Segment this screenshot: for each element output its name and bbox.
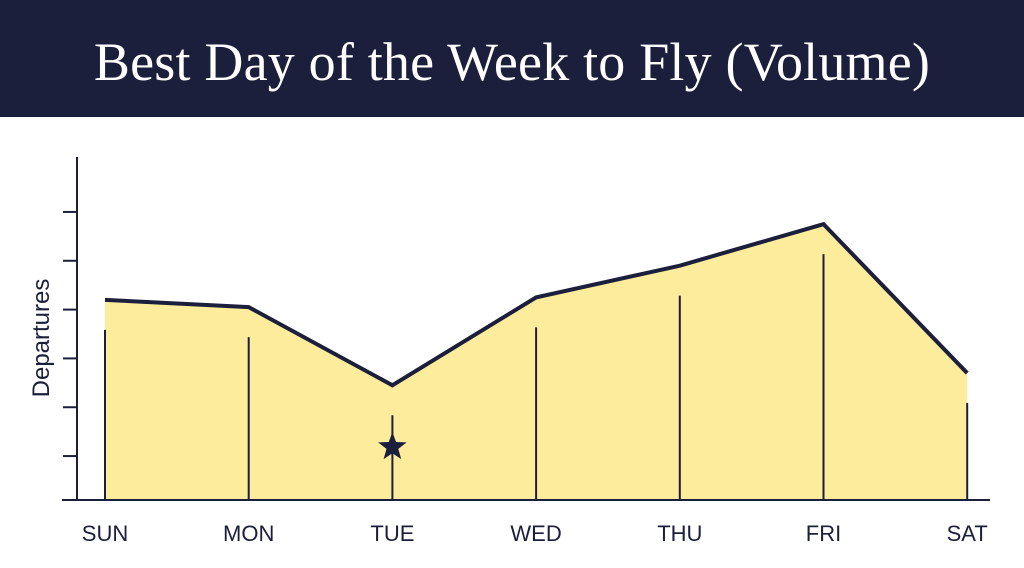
x-tick-label-sun: SUN — [82, 521, 128, 546]
x-tick-label-mon: MON — [223, 521, 274, 546]
series-line — [104, 221, 969, 388]
x-tick-label-wed: WED — [510, 521, 561, 546]
y-axis-label: Departures — [28, 279, 55, 398]
x-tick-label-sat: SAT — [947, 521, 988, 546]
star-icon — [378, 432, 407, 460]
x-tick-label-tue: TUE — [370, 521, 414, 546]
chart-title: Best Day of the Week to Fly (Volume) — [93, 31, 931, 92]
x-tick-label-thu: THU — [657, 521, 702, 546]
x-tick-label-fri: FRI — [806, 521, 841, 546]
title-banner: Best Day of the Week to Fly (Volume) — [0, 0, 1024, 117]
